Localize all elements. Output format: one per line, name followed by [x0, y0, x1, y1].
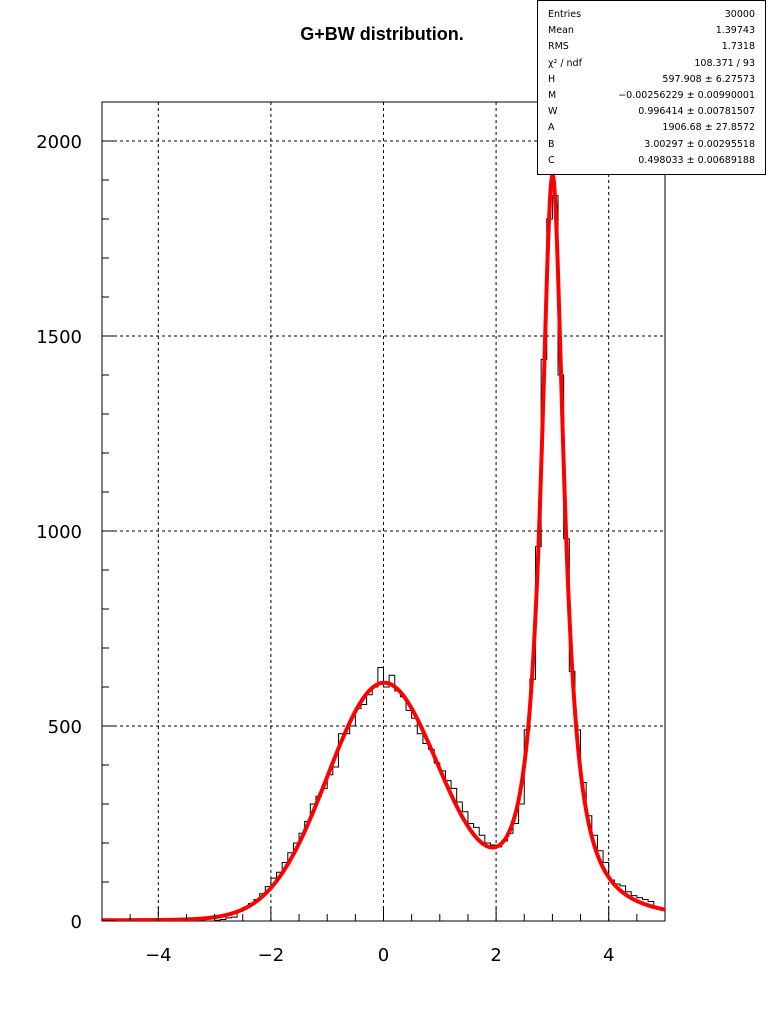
stats-value: 3.00297 ± 0.00295518 — [644, 138, 755, 150]
stats-row: χ² / ndf 108.371 / 93 — [548, 56, 755, 72]
stats-row: B 3.00297 ± 0.00295518 — [548, 137, 755, 153]
stats-value: 0.498033 ± 0.00689188 — [638, 154, 755, 166]
stats-row: A 1906.68 ± 27.8572 — [548, 120, 755, 136]
stats-key: C — [548, 154, 555, 166]
stats-value: −0.00256229 ± 0.00990001 — [618, 90, 755, 101]
stats-row: RMS 1.7318 — [548, 39, 755, 55]
stats-key: χ² / ndf — [548, 57, 582, 69]
stats-key: B — [548, 138, 555, 150]
stats-value: 597.908 ± 6.27573 — [662, 73, 755, 85]
fit-curve — [102, 173, 665, 921]
stats-value: 0.996414 ± 0.00781507 — [638, 106, 755, 118]
stats-row: Mean 1.39743 — [548, 23, 755, 39]
chart-title: G+BW distribution. — [0, 24, 768, 45]
stats-key: Mean — [548, 25, 574, 37]
stats-row: H 597.908 ± 6.27573 — [548, 72, 755, 88]
stats-value: 1.39743 — [715, 25, 755, 37]
stats-key: H — [548, 73, 556, 85]
stats-key: A — [548, 122, 555, 134]
x-tick-label: 4 — [603, 945, 614, 966]
stats-box: Entries 30000 Mean 1.39743 RMS 1.7318 χ² / ndf… — [537, 0, 766, 175]
y-tick-label: 1000 — [36, 522, 82, 543]
y-tick-label: 2000 — [36, 132, 82, 153]
x-tick-label: −4 — [145, 945, 172, 966]
stats-value: 1906.68 ± 27.8572 — [662, 122, 755, 134]
stats-value: 30000 — [724, 9, 755, 20]
stats-key: W — [548, 106, 558, 118]
x-tick-label: 0 — [378, 945, 389, 966]
chart-title-text: G+BW distribution. — [300, 24, 464, 44]
stats-value: 108.371 / 93 — [694, 57, 755, 69]
stats-key: M — [548, 90, 557, 101]
x-tick-label: 2 — [490, 945, 501, 966]
x-tick-label: −2 — [258, 945, 285, 966]
y-tick-label: 0 — [71, 912, 82, 933]
stats-key: Entries — [548, 9, 582, 20]
stats-key: RMS — [548, 41, 569, 53]
y-tick-label: 1500 — [36, 327, 82, 348]
axes-layer: −4 −2 0 2 4 0 500 1000 1500 2000 — [36, 101, 666, 966]
stats-row: W 0.996414 ± 0.00781507 — [548, 104, 755, 120]
stats-row: C 0.498033 ± 0.00689188 — [548, 153, 755, 169]
y-tick-label: 500 — [48, 717, 82, 738]
stats-row: M −0.00256229 ± 0.00990001 — [548, 88, 755, 104]
stats-value: 1.7318 — [721, 41, 755, 53]
stats-row: Entries 30000 — [548, 7, 755, 23]
fit-curve-layer — [102, 173, 665, 921]
